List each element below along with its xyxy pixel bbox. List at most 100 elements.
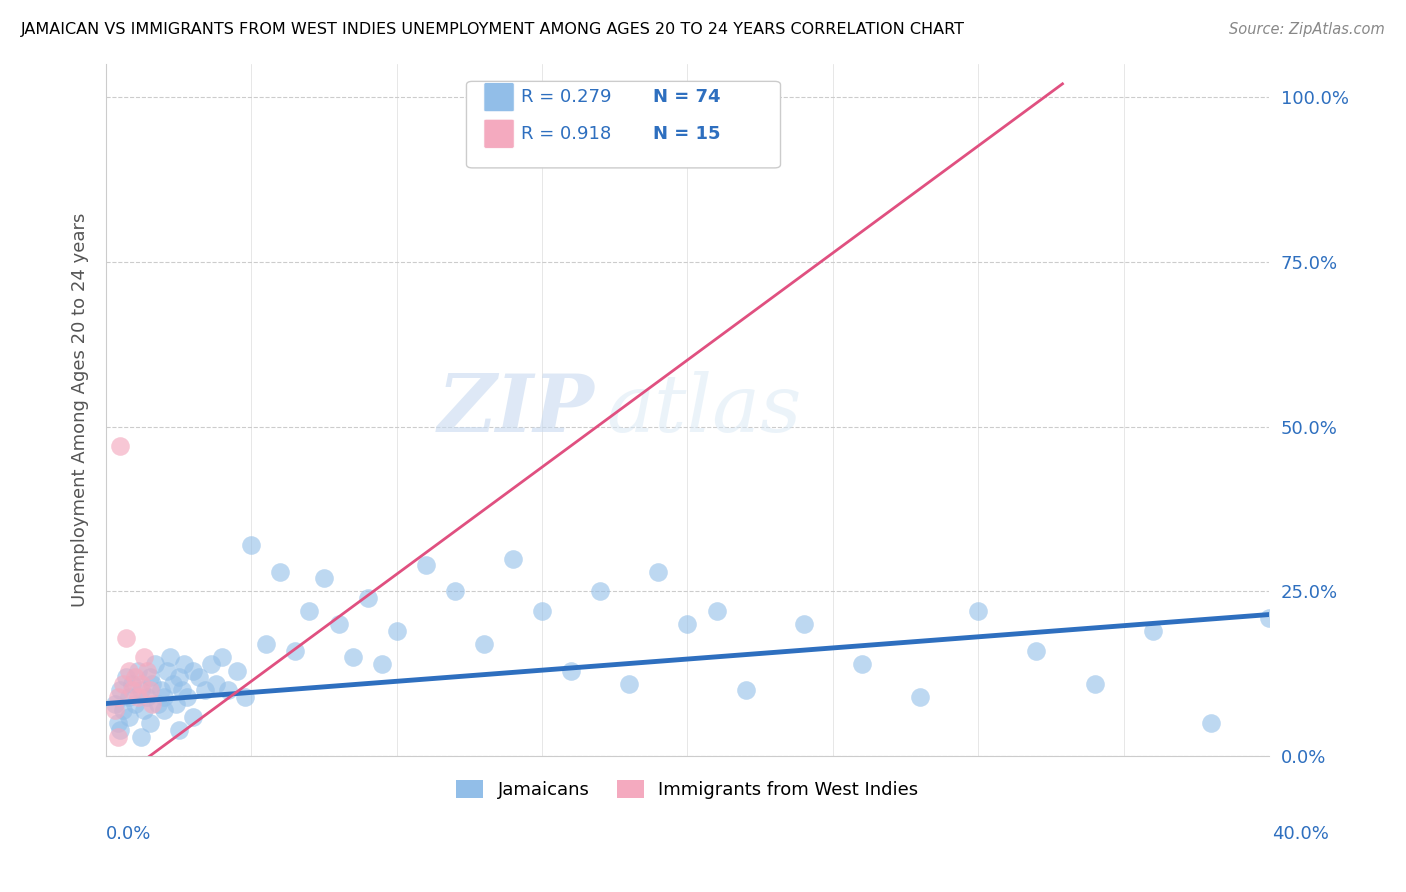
Point (1258, 611, 1281, 625)
Point (619, 677, 641, 691)
Point (284, 644, 307, 658)
Point (118, 710, 141, 724)
Point (851, 657, 873, 671)
Point (115, 631, 138, 645)
Point (112, 677, 135, 691)
Point (148, 697, 170, 711)
Point (138, 670, 160, 684)
Point (135, 690, 157, 704)
Point (200, 657, 222, 671)
Text: N = 15: N = 15 (652, 125, 720, 143)
Point (118, 664, 141, 678)
Point (141, 697, 163, 711)
Point (676, 617, 699, 632)
Point (153, 690, 176, 704)
Point (560, 664, 582, 678)
Point (153, 703, 176, 717)
Point (104, 697, 127, 711)
Point (104, 703, 127, 717)
Point (165, 697, 187, 711)
Point (205, 677, 228, 691)
Point (908, 690, 931, 704)
Point (138, 683, 160, 698)
Point (110, 683, 132, 698)
Point (194, 683, 217, 698)
Point (107, 690, 129, 704)
Point (967, 604, 990, 618)
Text: 40.0%: 40.0% (1272, 825, 1329, 843)
Point (135, 664, 157, 678)
Point (129, 677, 152, 691)
Point (1083, 677, 1105, 691)
Legend: Jamaicans, Immigrants from West Indies: Jamaicans, Immigrants from West Indies (449, 772, 925, 806)
Point (167, 670, 190, 684)
Point (254, 637, 277, 651)
Point (141, 677, 163, 691)
Point (115, 670, 138, 684)
Point (129, 730, 152, 744)
Point (531, 604, 554, 618)
Text: R = 0.279: R = 0.279 (522, 88, 612, 106)
Point (312, 571, 335, 585)
Text: N = 74: N = 74 (652, 88, 720, 106)
Text: ZIP: ZIP (437, 371, 595, 449)
Point (138, 716, 160, 731)
Point (328, 617, 350, 632)
Point (150, 683, 173, 698)
Point (129, 683, 152, 698)
Text: JAMAICAN VS IMMIGRANTS FROM WEST INDIES UNEMPLOYMENT AMONG AGES 20 TO 24 YEARS C: JAMAICAN VS IMMIGRANTS FROM WEST INDIES … (21, 22, 965, 37)
Point (217, 683, 239, 698)
Point (107, 716, 129, 731)
Point (298, 604, 321, 618)
Point (181, 664, 204, 678)
Point (156, 664, 179, 678)
Text: atlas: atlas (606, 371, 801, 449)
Point (502, 551, 524, 566)
Point (793, 617, 815, 632)
Point (110, 723, 132, 737)
Point (371, 657, 394, 671)
Point (167, 723, 190, 737)
Point (734, 683, 756, 698)
Point (589, 584, 612, 599)
Point (1025, 644, 1047, 658)
Point (159, 650, 181, 665)
Point (173, 657, 195, 671)
Text: Source: ZipAtlas.com: Source: ZipAtlas.com (1229, 22, 1385, 37)
Point (181, 710, 204, 724)
Point (235, 690, 257, 704)
Point (415, 558, 437, 573)
Text: R = 0.918: R = 0.918 (522, 125, 612, 143)
Point (188, 670, 211, 684)
Point (132, 650, 155, 665)
Point (112, 703, 135, 717)
Y-axis label: Unemployment Among Ages 20 to 24 years: Unemployment Among Ages 20 to 24 years (72, 213, 89, 607)
Point (1199, 716, 1222, 731)
Point (124, 670, 146, 684)
Text: 0.0%: 0.0% (105, 825, 150, 843)
Point (225, 664, 247, 678)
Point (342, 650, 364, 665)
FancyBboxPatch shape (484, 120, 515, 148)
Point (127, 690, 149, 704)
Point (240, 538, 263, 552)
FancyBboxPatch shape (467, 81, 780, 168)
Point (107, 730, 129, 744)
Point (1142, 624, 1164, 638)
Point (269, 565, 291, 579)
Point (170, 683, 193, 698)
Point (143, 657, 166, 671)
Point (472, 637, 495, 651)
Point (162, 677, 184, 691)
FancyBboxPatch shape (484, 83, 515, 112)
Point (118, 690, 141, 704)
Point (124, 697, 146, 711)
Point (706, 604, 728, 618)
Point (211, 650, 233, 665)
Point (356, 591, 378, 605)
Point (385, 624, 408, 638)
Point (443, 584, 465, 599)
Point (132, 703, 155, 717)
Point (127, 664, 149, 678)
Point (176, 690, 198, 704)
